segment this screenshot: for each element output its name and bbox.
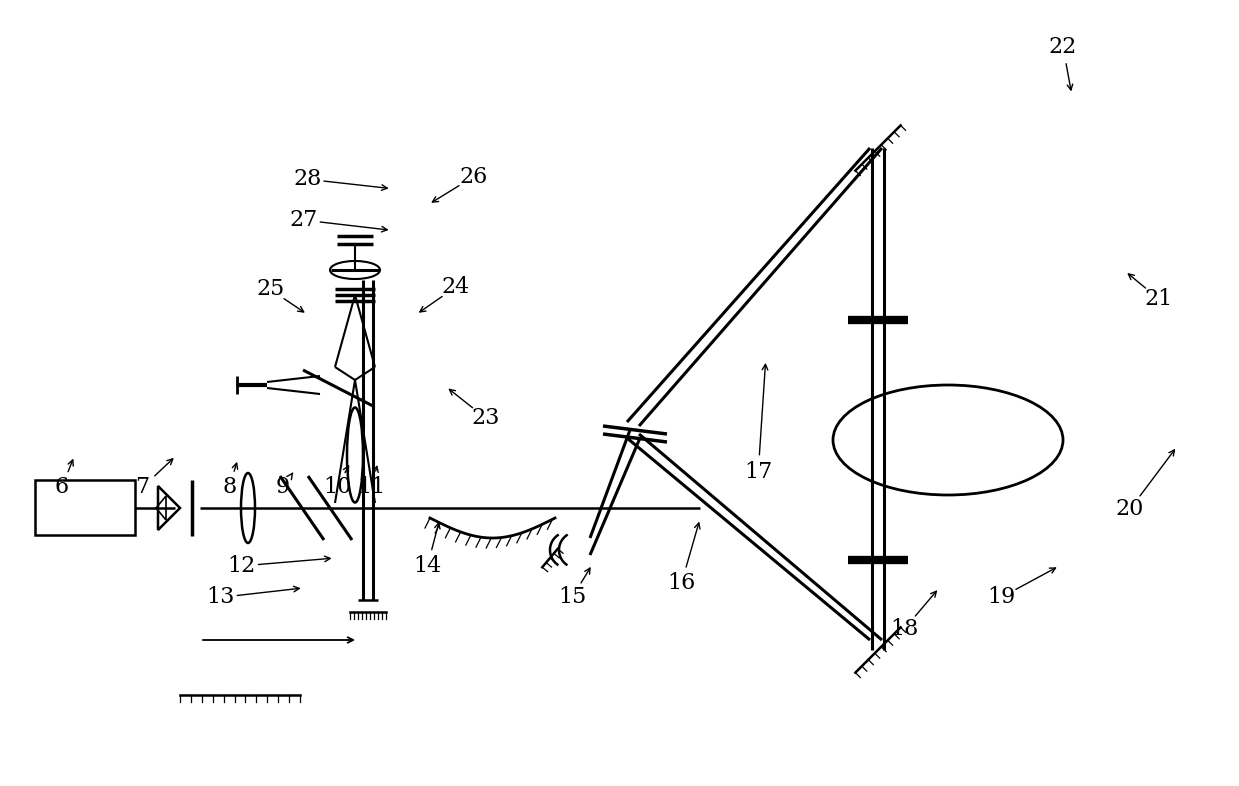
Text: 23: 23: [472, 407, 499, 429]
Text: 15: 15: [559, 586, 586, 608]
Text: 7: 7: [135, 476, 150, 498]
Text: 11: 11: [358, 476, 385, 498]
Text: 16: 16: [668, 572, 695, 594]
Text: 17: 17: [745, 461, 772, 483]
Text: 8: 8: [222, 476, 237, 498]
Text: 12: 12: [228, 555, 255, 577]
Text: 18: 18: [891, 618, 918, 640]
Text: 25: 25: [256, 278, 284, 300]
Text: 20: 20: [1116, 498, 1144, 520]
Text: 13: 13: [207, 586, 234, 608]
Text: 19: 19: [987, 586, 1015, 608]
Text: 21: 21: [1145, 288, 1172, 310]
Text: 24: 24: [442, 276, 470, 298]
Bar: [35, 480, 135, 535]
Text: 26: 26: [460, 166, 487, 188]
Text: 28: 28: [294, 168, 321, 190]
Text: 6: 6: [55, 476, 69, 498]
Text: 22: 22: [1049, 36, 1077, 58]
Text: 9: 9: [275, 476, 290, 498]
Text: 27: 27: [290, 209, 317, 231]
Text: 10: 10: [323, 476, 351, 498]
Text: 14: 14: [414, 555, 441, 577]
